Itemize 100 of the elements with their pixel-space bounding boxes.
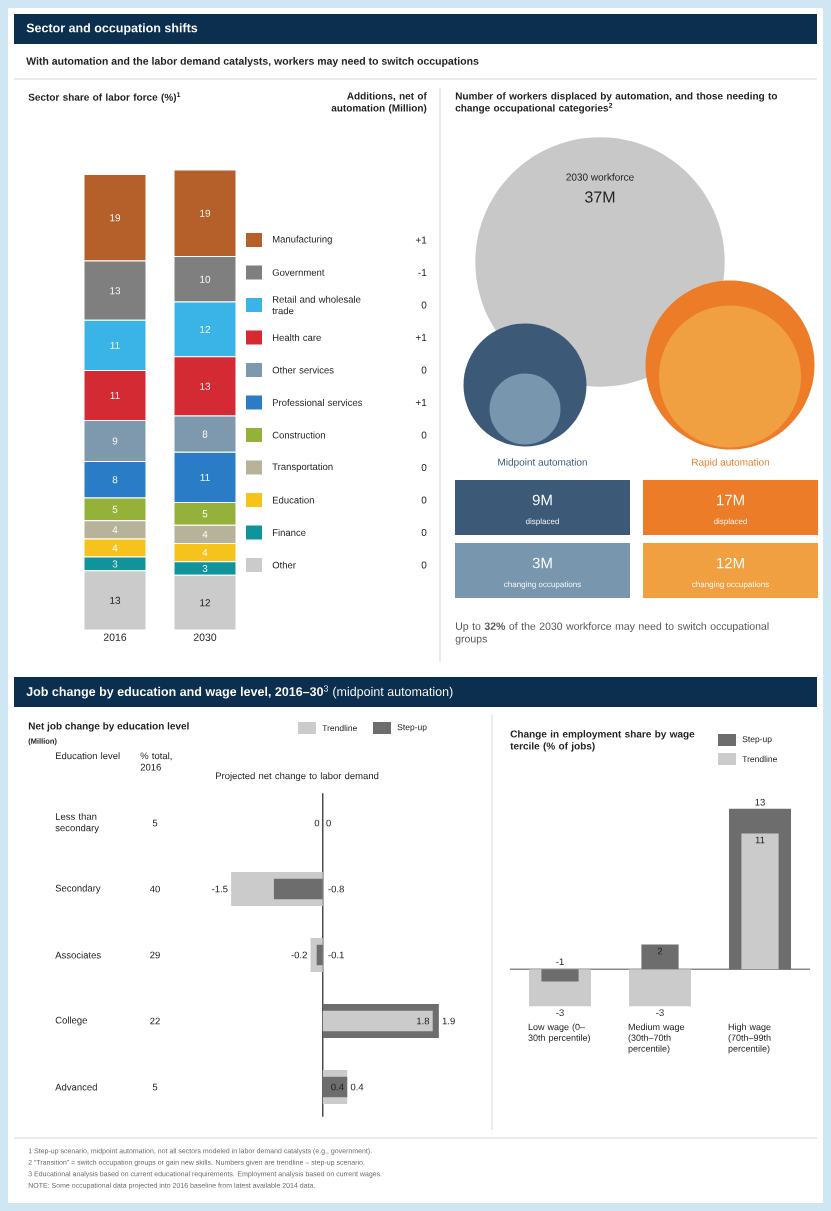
- text: 0: [421, 561, 427, 569]
- data-label: 19: [110, 214, 121, 222]
- data-label: 0.4: [331, 1083, 344, 1091]
- series-label: Midpoint automation: [498, 458, 587, 468]
- legend-label: Manufacturing: [272, 235, 332, 245]
- legend-label: Education: [272, 496, 314, 504]
- data-label: 3M: [532, 557, 552, 569]
- data-label: 13: [755, 798, 765, 806]
- text: 22: [150, 1017, 160, 1025]
- chart-title: Change in employment share by wage tercile (% of jobs): [510, 730, 695, 752]
- data-label: 3: [112, 560, 118, 568]
- text: 0: [421, 366, 427, 374]
- x-tick-label: Low wage (0–30th percentile): [528, 1023, 590, 1043]
- text: 40: [149, 885, 160, 893]
- data-label: 0: [326, 819, 331, 827]
- data-label: -1: [556, 958, 564, 965]
- y-tick-label: College: [55, 1016, 87, 1026]
- text: Projected net change to labor demand: [215, 772, 379, 782]
- text: Sector and occupation shifts: [26, 23, 198, 35]
- data-label: -0.1: [328, 951, 344, 959]
- data-label: -0.8: [328, 885, 344, 893]
- bar: [641, 944, 679, 970]
- text: % total, 2016: [140, 752, 172, 771]
- legend-label: Other: [272, 561, 296, 569]
- data-label: 10: [200, 275, 211, 283]
- data-label: 4: [202, 530, 208, 538]
- data-label: 8: [112, 476, 118, 484]
- data-label: 4: [112, 526, 118, 534]
- y-tick-label: Secondary: [55, 884, 101, 894]
- bar: [629, 969, 691, 1007]
- data-label: 12M: [717, 557, 744, 569]
- data-label: 9: [112, 437, 118, 445]
- text: Net job change by education level: [28, 722, 189, 732]
- data-label: 17M: [717, 494, 744, 506]
- data-label: 0.4: [350, 1083, 364, 1091]
- legend-label: Health care: [272, 334, 321, 341]
- text: 0: [421, 301, 427, 309]
- text: Education level: [55, 752, 120, 760]
- chart-title: Sector share of labor force (%)$^{1}$: [28, 92, 181, 103]
- text: +1: [415, 334, 427, 341]
- data-label: 0: [314, 819, 320, 827]
- data-label: 11: [200, 473, 210, 481]
- series-label: Rapid automation: [692, 458, 770, 468]
- category-label: displaced: [525, 518, 559, 526]
- text: -1: [418, 269, 427, 276]
- legend-label: Finance: [272, 529, 306, 536]
- data-label: 11: [110, 391, 120, 399]
- data-label: 12: [200, 599, 211, 607]
- text: 0: [421, 528, 427, 537]
- legend-label: Transportation: [272, 463, 333, 472]
- data-label: -1.5: [212, 885, 228, 893]
- data-label: 13: [110, 287, 121, 295]
- bar: [316, 944, 323, 966]
- bar: [322, 1076, 348, 1098]
- legend-title: Additions, net of automation (Million): [331, 92, 427, 114]
- data-label: 13: [200, 382, 211, 390]
- data-label: -3: [556, 1009, 564, 1017]
- bar: [273, 878, 323, 900]
- data-label: 37M: [585, 191, 615, 203]
- data-label: 5: [112, 505, 118, 513]
- text: 5: [152, 1083, 158, 1091]
- category-label: displaced: [713, 518, 747, 526]
- y-tick-label: Associates: [55, 951, 101, 959]
- category-label: changing occupations: [692, 581, 769, 589]
- text: +1: [415, 399, 427, 406]
- data-label: 4: [202, 549, 208, 557]
- text: +1: [415, 236, 427, 244]
- text: Up to 32% of the 2030 workforce may need to switch occupational groups: [455, 622, 769, 645]
- x-tick-label: 2016: [103, 633, 127, 641]
- text: 5: [152, 819, 158, 827]
- data-label: 19: [200, 209, 211, 217]
- bar: [541, 969, 579, 982]
- text: 29: [150, 951, 160, 959]
- text: 0: [421, 463, 427, 472]
- legend-label: Other services: [272, 366, 334, 374]
- data-label: 1.9: [442, 1017, 455, 1025]
- legend-label: Step-up: [397, 724, 427, 732]
- data-label: 2: [657, 947, 663, 955]
- data-label: 5: [202, 510, 208, 518]
- y-tick-label: Advanced: [55, 1083, 97, 1091]
- text: Number of workers displaced by automation, and those needing to change occupational categories$^{2}$: [455, 92, 778, 114]
- legend-label: Trendline: [742, 755, 777, 763]
- data-label: 1.8: [417, 1017, 430, 1025]
- category-label: changing occupations: [504, 581, 581, 589]
- data-label: 11: [110, 341, 120, 349]
- data-label: -0.2: [291, 951, 307, 959]
- text: 0: [421, 496, 427, 504]
- x-tick-label: High wage (70th–99th percentile): [728, 1023, 771, 1054]
- legend-label: Professional services: [272, 399, 363, 406]
- data-label: 11: [755, 836, 765, 844]
- data-label: -3: [656, 1009, 664, 1017]
- legend-label: Construction: [272, 431, 325, 439]
- text: 0: [421, 431, 427, 439]
- x-tick-label: 2030: [193, 633, 217, 641]
- text: Job change by education and wage level, 2016–30$^{3}$ (midpoint automation): [26, 685, 453, 699]
- legend-label: Step-up: [742, 736, 772, 744]
- legend-label: Government: [272, 269, 325, 276]
- data-label: 13: [110, 596, 121, 604]
- legend-label: Trendline: [322, 724, 357, 732]
- data-label: 8: [202, 430, 208, 438]
